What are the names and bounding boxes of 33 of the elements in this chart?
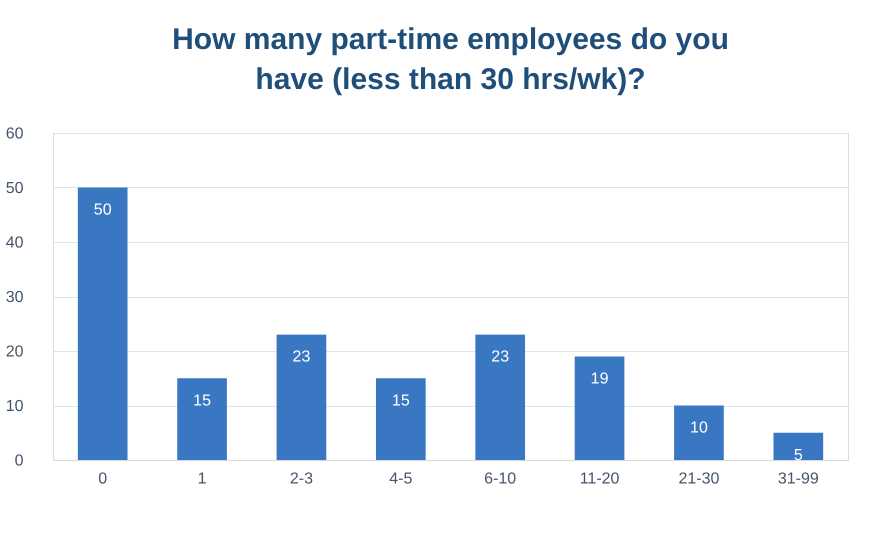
bar bbox=[276, 334, 326, 460]
x-tick-label: 4-5 bbox=[389, 470, 412, 488]
y-tick-label: 40 bbox=[6, 234, 24, 252]
bar bbox=[674, 406, 724, 460]
bar bbox=[574, 356, 624, 460]
data-label: 5 bbox=[794, 446, 803, 464]
data-label: 23 bbox=[491, 348, 510, 366]
x-tick-label: 31-99 bbox=[778, 470, 819, 488]
y-tick-label: 20 bbox=[6, 344, 24, 360]
text: How many part-time employees do you bbox=[172, 23, 729, 56]
data-label: 19 bbox=[590, 370, 609, 388]
bar bbox=[376, 378, 426, 460]
bar bbox=[78, 188, 128, 460]
data-label: 23 bbox=[292, 348, 310, 366]
x-tick-label: 6-10 bbox=[484, 470, 516, 488]
text: have (less than 30 hrs/wk)? bbox=[255, 63, 646, 96]
data-label: 15 bbox=[193, 392, 212, 410]
x-tick-label: 2-3 bbox=[290, 470, 314, 488]
bar bbox=[475, 334, 526, 460]
bar bbox=[773, 432, 824, 460]
data-label: 15 bbox=[392, 392, 410, 410]
x-tick-label: 21-30 bbox=[678, 470, 720, 488]
bar bbox=[177, 378, 227, 460]
y-tick-label: 50 bbox=[6, 180, 24, 197]
data-label: 50 bbox=[94, 202, 112, 218]
y-tick-label: 60 bbox=[6, 126, 24, 142]
y-tick-label: 30 bbox=[6, 289, 24, 306]
y-tick-label: 0 bbox=[14, 452, 24, 470]
data-label: 10 bbox=[690, 420, 708, 436]
x-tick-label: 1 bbox=[198, 470, 207, 488]
y-tick-label: 10 bbox=[6, 398, 24, 415]
x-tick-label: 11-20 bbox=[580, 470, 620, 488]
x-tick-label: 0 bbox=[98, 470, 108, 488]
